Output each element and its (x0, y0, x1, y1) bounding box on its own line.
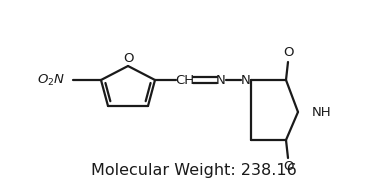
Text: O: O (123, 52, 133, 65)
Text: N: N (216, 74, 226, 86)
Text: $O_2N$: $O_2N$ (37, 72, 65, 88)
Text: Molecular Weight: 238.16: Molecular Weight: 238.16 (91, 162, 297, 177)
Text: O: O (283, 161, 293, 174)
Text: N: N (241, 74, 251, 86)
Text: O: O (283, 46, 293, 59)
Text: CH: CH (175, 74, 194, 86)
Text: NH: NH (312, 105, 332, 118)
